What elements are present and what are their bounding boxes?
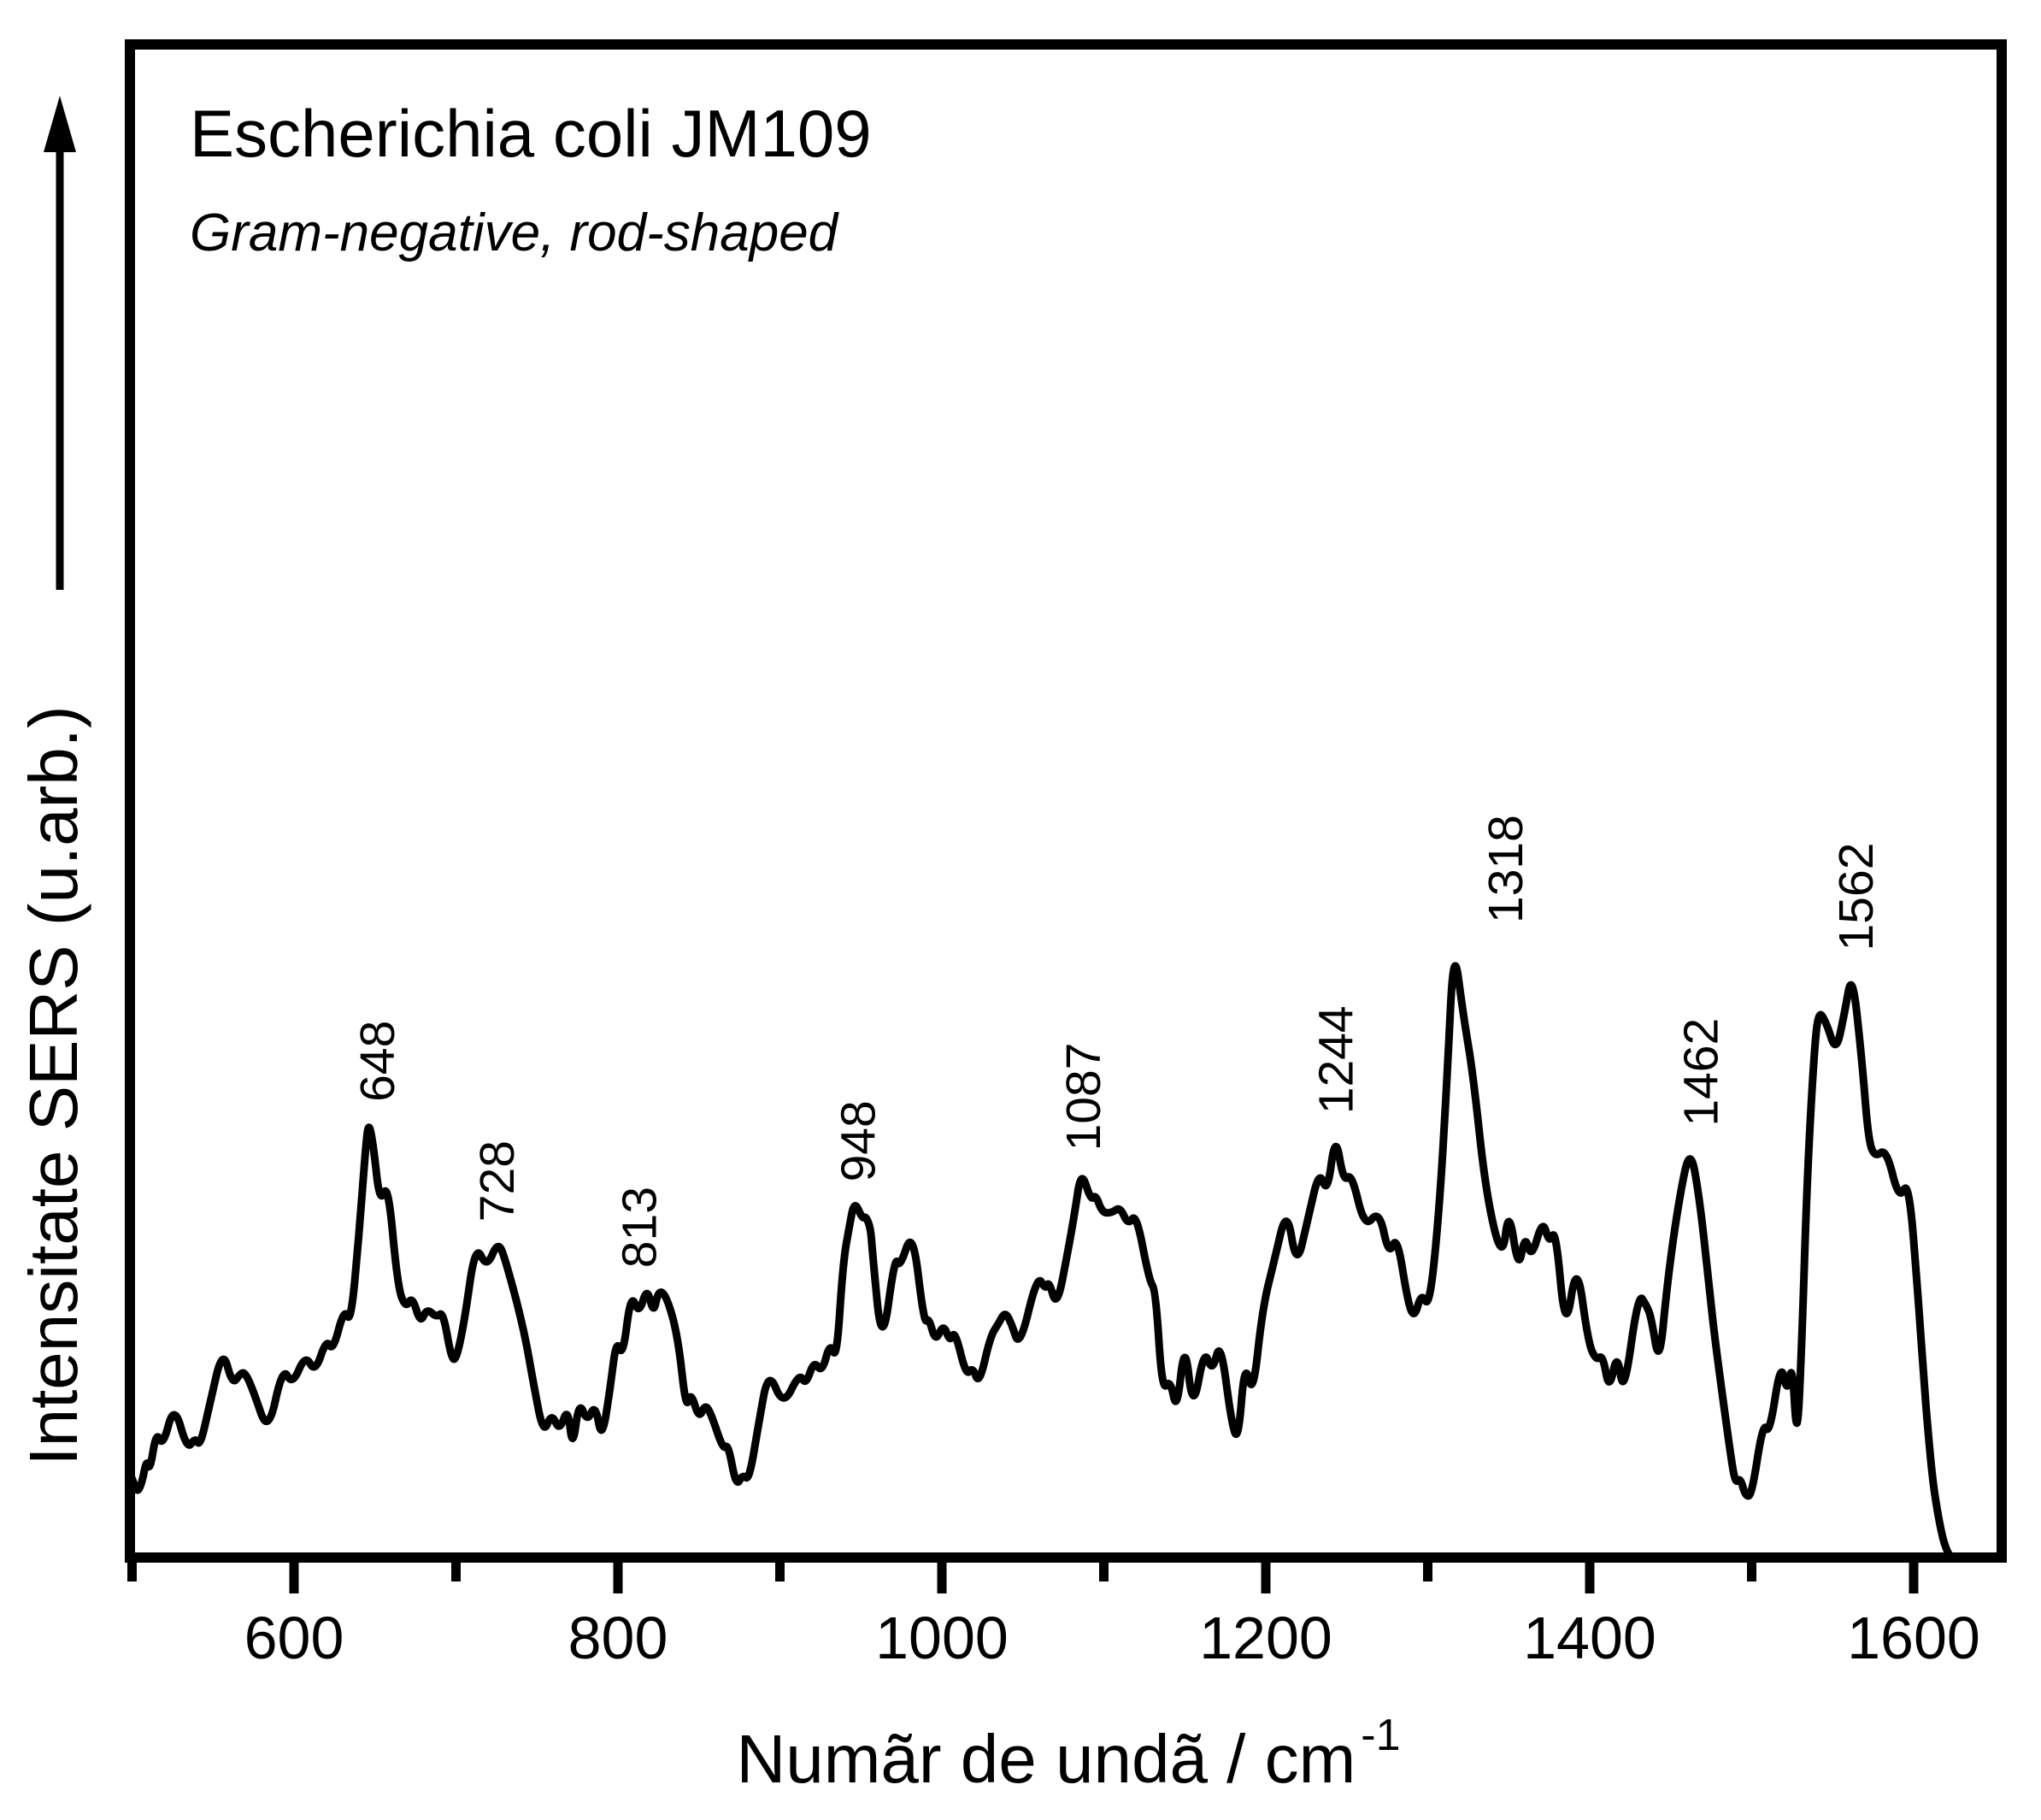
peak-annotation: 1562 <box>1829 843 1884 951</box>
x-axis-ticks <box>127 1558 1919 1593</box>
peak-annotation: 648 <box>350 1021 405 1102</box>
x-axis-tick-labels: 600 800 1000 1200 1400 1600 <box>244 1605 1980 1671</box>
spectrum-curve <box>126 962 1956 1561</box>
x-tick-label: 1200 <box>1199 1605 1332 1671</box>
peak-annotation: 1462 <box>1673 1018 1728 1127</box>
arrow-head-icon <box>44 96 76 152</box>
peak-labels: 648 728 813 948 1087 1244 1318 1462 1562 <box>350 815 1884 1268</box>
x-axis-title-superscript: -1 <box>1361 1711 1400 1760</box>
peak-annotation: 813 <box>613 1187 668 1268</box>
x-tick-label: 1600 <box>1847 1605 1980 1671</box>
peak-annotation: 1244 <box>1309 1005 1363 1114</box>
x-tick-label: 800 <box>568 1605 668 1671</box>
chart-subtitle: Gram-negative, rod-shaped <box>190 203 840 262</box>
x-tick-label: 1000 <box>875 1605 1009 1671</box>
y-axis-arrow <box>44 96 76 590</box>
x-tick-label: 600 <box>244 1605 344 1671</box>
chart-title: Escherichia coli JM109 <box>190 96 872 171</box>
peak-annotation: 728 <box>470 1140 525 1222</box>
peak-annotation: 948 <box>832 1100 886 1181</box>
y-axis-title: Intensitate SERS (u.arb.) <box>15 705 91 1465</box>
peak-annotation: 1087 <box>1056 1043 1111 1151</box>
peak-annotation: 1318 <box>1479 815 1533 923</box>
plot-border <box>125 39 2007 1563</box>
x-tick-label: 1400 <box>1523 1605 1656 1671</box>
x-axis-title-main: Numãr de undã / cm <box>736 1721 1356 1797</box>
x-axis-title: Numãr de undã / cm -1 <box>736 1711 1400 1797</box>
